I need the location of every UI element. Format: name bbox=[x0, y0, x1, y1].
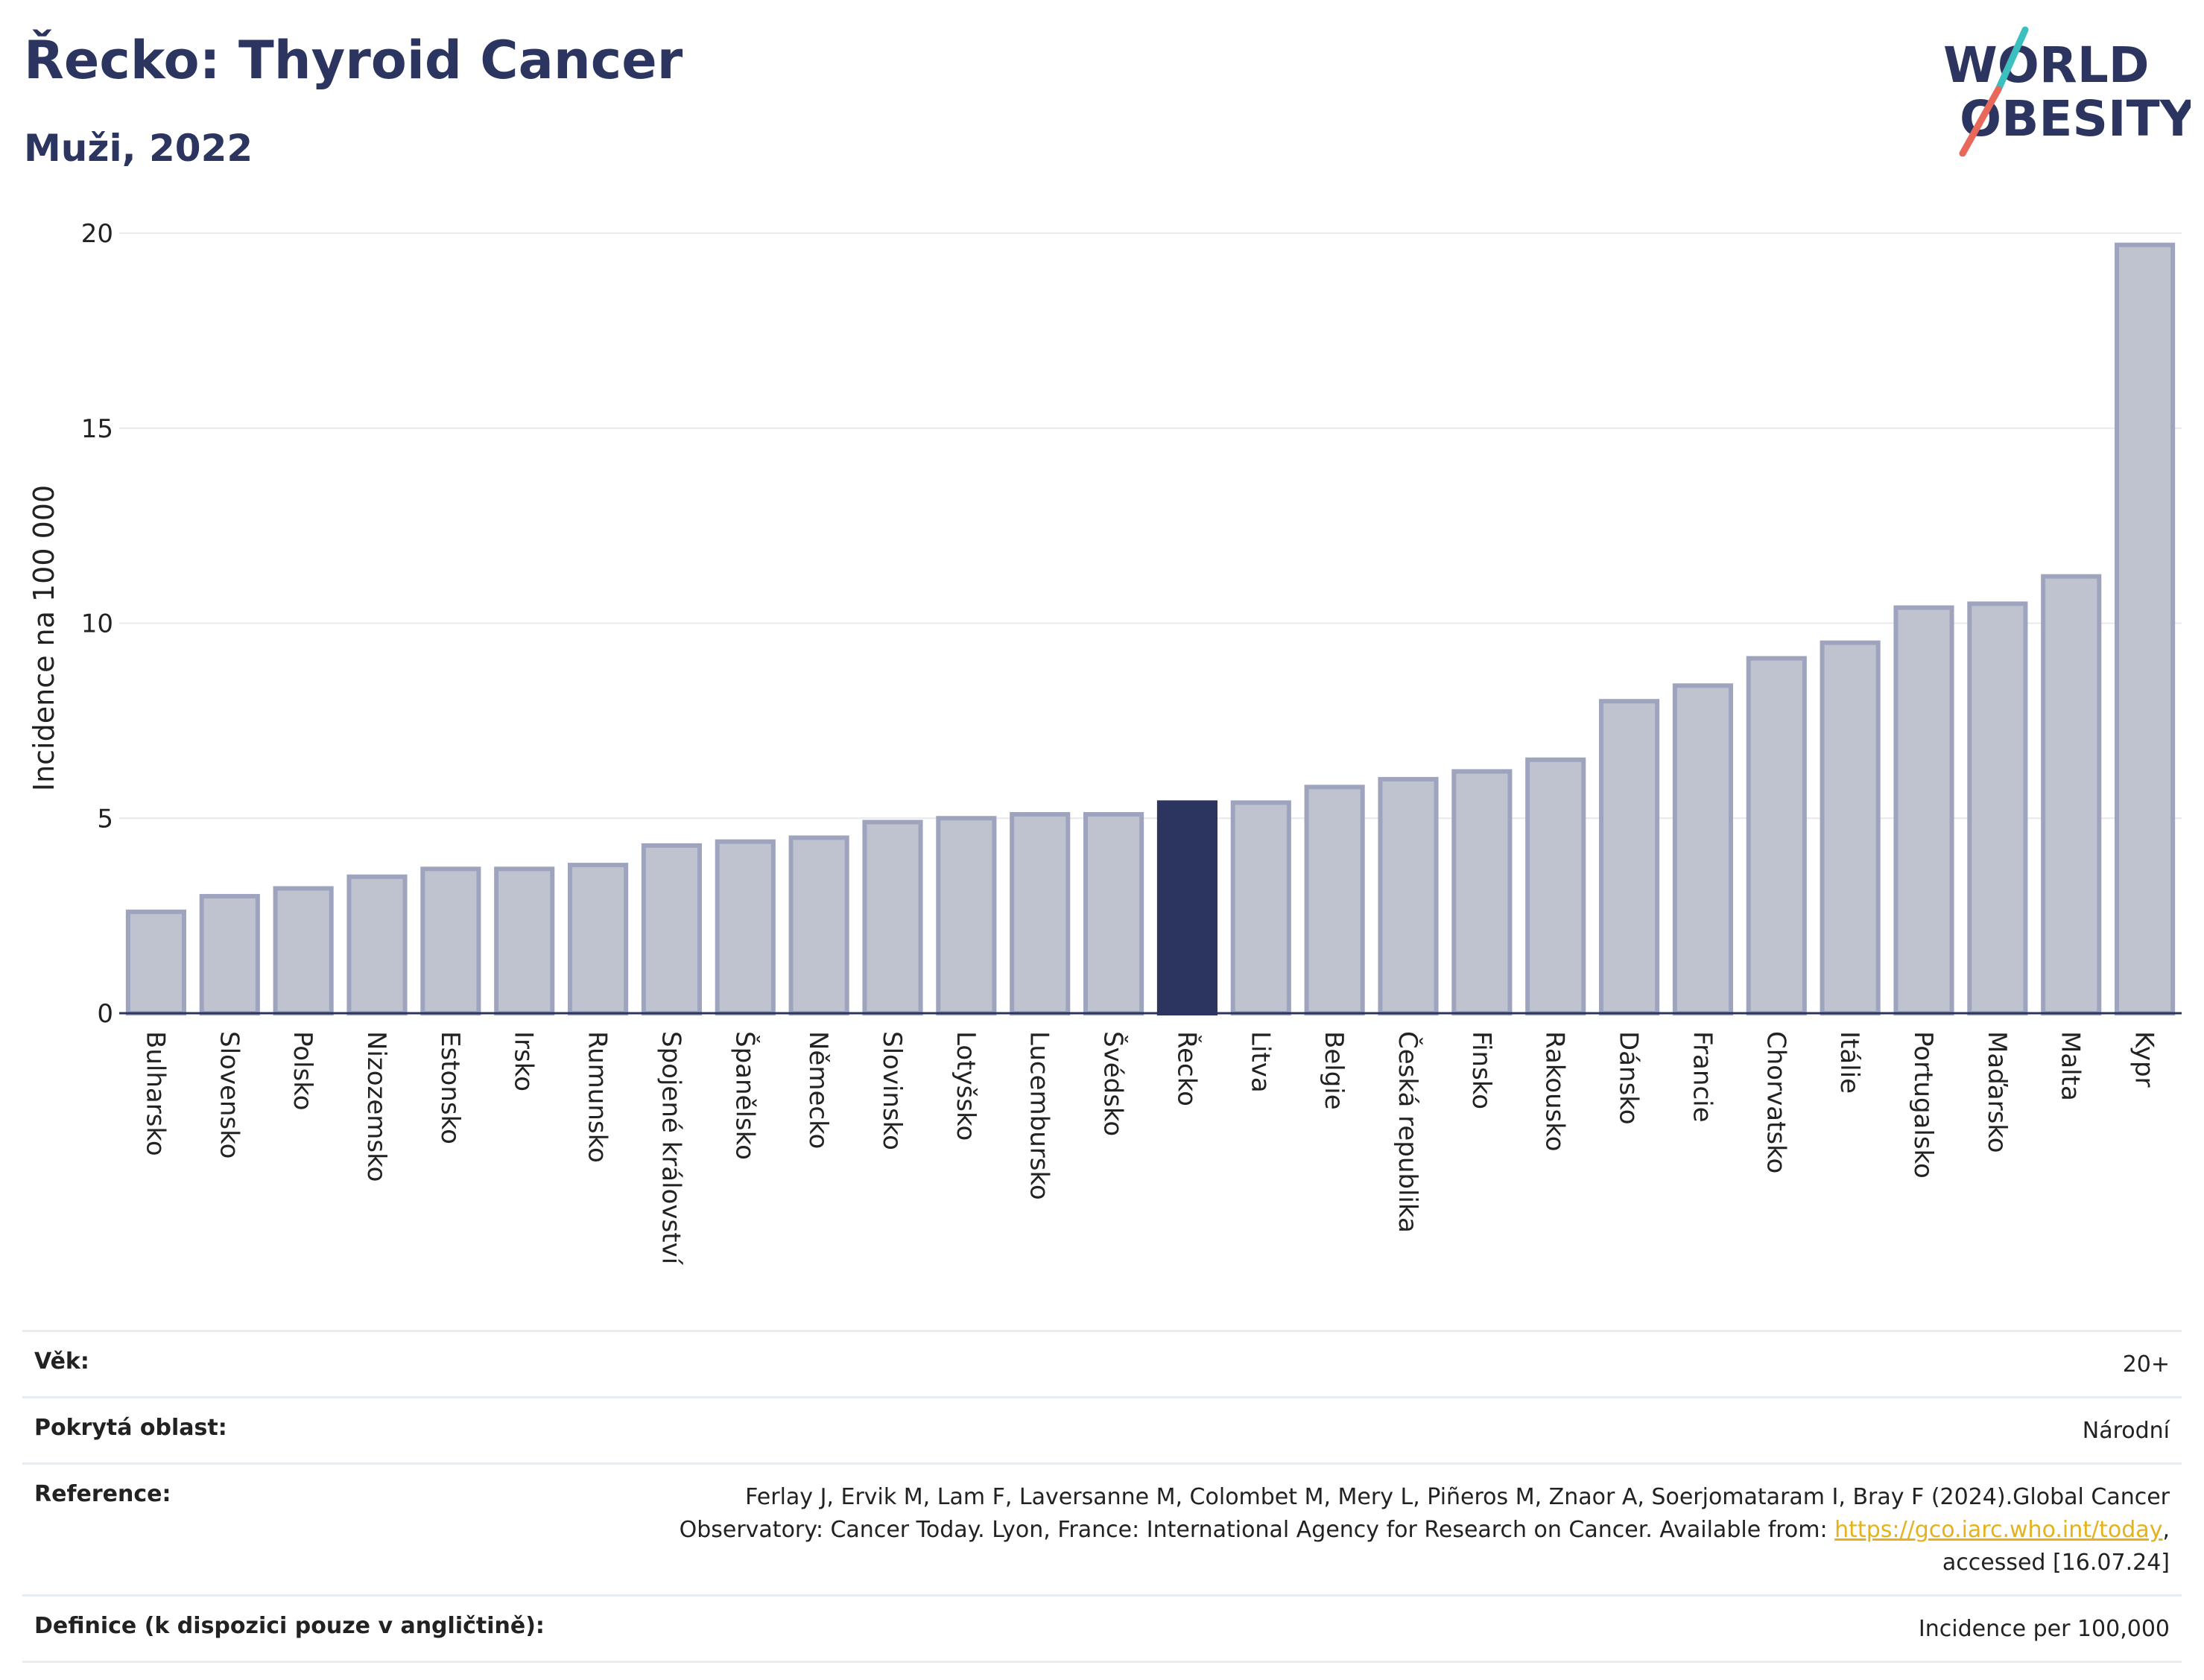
logo-slash-bottom bbox=[1959, 86, 2002, 156]
x-tick-label: Rumunsko bbox=[583, 1031, 612, 1163]
x-tick-label: Finsko bbox=[1466, 1031, 1496, 1109]
y-tick-label: 15 bbox=[81, 414, 113, 444]
x-tick-label: Česká republika bbox=[1393, 1031, 1423, 1233]
x-tick-label: Slovinsko bbox=[877, 1031, 907, 1150]
chart-subtitle: Muži, 2022 bbox=[24, 127, 253, 170]
x-tick-label: Švédsko bbox=[1098, 1031, 1129, 1136]
reference-text-3: , bbox=[2162, 1517, 2170, 1543]
bars bbox=[125, 242, 2176, 1016]
bar-0 bbox=[125, 909, 186, 1016]
bar-10 bbox=[862, 820, 923, 1015]
reference-link[interactable]: https://gco.iarc.who.int/today bbox=[1834, 1517, 2163, 1543]
bar-19 bbox=[1525, 757, 1586, 1015]
x-tick-label: Maďarsko bbox=[1982, 1031, 2012, 1153]
y-tick-labels: 0 5 10 15 20 bbox=[81, 219, 113, 1029]
x-tick-label: Chorvatsko bbox=[1761, 1031, 1790, 1173]
bar-11 bbox=[936, 816, 997, 1015]
x-tick-label: Řecko bbox=[1171, 1031, 1202, 1106]
bar-25 bbox=[1967, 601, 2028, 1015]
chart-title: Řecko: Thyroid Cancer bbox=[24, 30, 683, 91]
reference-label: Reference: bbox=[34, 1481, 171, 1507]
age-value: 20+ bbox=[2122, 1351, 2170, 1378]
info-row-definition: Definice (k dispozici pouze v angličtině… bbox=[22, 1594, 2182, 1663]
y-axis-title: Incidence na 100 000 bbox=[28, 485, 60, 791]
bar-15 bbox=[1230, 800, 1291, 1016]
bar-18 bbox=[1451, 769, 1513, 1016]
x-tick-label: Německo bbox=[803, 1031, 833, 1149]
x-tick-label: Španělsko bbox=[729, 1031, 760, 1160]
logo-text-obesity: OBESITY bbox=[1960, 90, 2191, 148]
x-tick-label: Bulharsko bbox=[140, 1031, 170, 1156]
bar-24 bbox=[1893, 605, 1954, 1015]
x-tick-label: Litva bbox=[1245, 1031, 1275, 1093]
x-tick-labels: Bulharsko Slovensko Polsko Nizozemsko Estons… bbox=[140, 1031, 2159, 1266]
bar-1 bbox=[199, 893, 260, 1015]
bar-8 bbox=[715, 839, 776, 1016]
reference-text-2: Observatory: Cancer Today. Lyon, France:… bbox=[679, 1517, 1835, 1543]
bar-16 bbox=[1304, 784, 1365, 1015]
bar-20 bbox=[1599, 699, 1660, 1015]
bar-14 bbox=[1156, 800, 1217, 1016]
info-table: Věk: 20+ Pokrytá oblast: Národní Referen… bbox=[22, 1330, 2182, 1663]
y-tick-label: 0 bbox=[97, 999, 113, 1029]
info-row-age: Věk: 20+ bbox=[22, 1330, 2182, 1396]
bar-3 bbox=[346, 874, 408, 1016]
info-row-reference: Reference: Ferlay J, Ervik M, Lam F, Lav… bbox=[22, 1462, 2182, 1594]
bar-2 bbox=[273, 886, 334, 1015]
bar-23 bbox=[1820, 640, 1881, 1015]
x-tick-label: Lucembursko bbox=[1025, 1031, 1054, 1200]
x-tick-label: Estonsko bbox=[435, 1031, 465, 1144]
logo-slash-top bbox=[1995, 26, 2029, 93]
bar-22 bbox=[1746, 656, 1807, 1015]
x-tick-label: Itálie bbox=[1834, 1031, 1864, 1094]
x-tick-label: Lotyšsko bbox=[951, 1031, 981, 1141]
x-tick-label: Rakousko bbox=[1540, 1031, 1570, 1152]
x-tick-label: Irsko bbox=[509, 1031, 539, 1091]
bar-21 bbox=[1672, 683, 1733, 1015]
bar-26 bbox=[2041, 574, 2102, 1015]
x-tick-label: Slovensko bbox=[214, 1031, 244, 1158]
world-obesity-logo: WORLD OBESITY bbox=[1943, 26, 2191, 156]
area-value: Národní bbox=[2082, 1418, 2170, 1444]
bar-12 bbox=[1010, 812, 1071, 1015]
definition-value: Incidence per 100,000 bbox=[1918, 1616, 2170, 1642]
bar-chart: 0 5 10 15 20 Bulharsko Slovensko Polsko Nizozem… bbox=[28, 219, 2182, 1266]
x-tick-label: Francie bbox=[1687, 1031, 1717, 1123]
bar-13 bbox=[1083, 812, 1144, 1015]
y-tick-label: 5 bbox=[97, 804, 113, 834]
reference-value: Ferlay J, Ervik M, Lam F, Laversanne M, … bbox=[680, 1481, 2170, 1579]
x-tick-label: Kypr bbox=[2129, 1031, 2159, 1088]
x-tick-label: Polsko bbox=[288, 1031, 317, 1111]
area-label: Pokrytá oblast: bbox=[34, 1415, 227, 1441]
reference-text-1: Ferlay J, Ervik M, Lam F, Laversanne M, … bbox=[745, 1484, 2170, 1510]
bar-27 bbox=[2115, 242, 2176, 1016]
bar-4 bbox=[420, 866, 481, 1016]
x-tick-label: Spojené království bbox=[656, 1031, 685, 1266]
x-tick-label: Portugalsko bbox=[1908, 1031, 1938, 1179]
info-row-area: Pokrytá oblast: Národní bbox=[22, 1396, 2182, 1462]
reference-text-4: accessed [16.07.24] bbox=[1942, 1550, 2170, 1576]
x-tick-label: Malta bbox=[2056, 1031, 2086, 1101]
logo-text-world: WORLD bbox=[1943, 37, 2150, 94]
bar-17 bbox=[1378, 776, 1439, 1016]
x-tick-label: Dánsko bbox=[1614, 1031, 1644, 1125]
age-label: Věk: bbox=[34, 1348, 89, 1375]
x-tick-label: Belgie bbox=[1319, 1031, 1349, 1110]
bar-6 bbox=[568, 863, 629, 1015]
y-tick-label: 10 bbox=[81, 609, 113, 639]
bar-7 bbox=[641, 843, 702, 1016]
definition-label: Definice (k dispozici pouze v angličtině… bbox=[34, 1613, 545, 1639]
x-tick-label: Nizozemsko bbox=[361, 1031, 391, 1182]
bar-9 bbox=[788, 835, 849, 1016]
bar-5 bbox=[494, 866, 555, 1016]
y-tick-label: 20 bbox=[81, 219, 113, 249]
